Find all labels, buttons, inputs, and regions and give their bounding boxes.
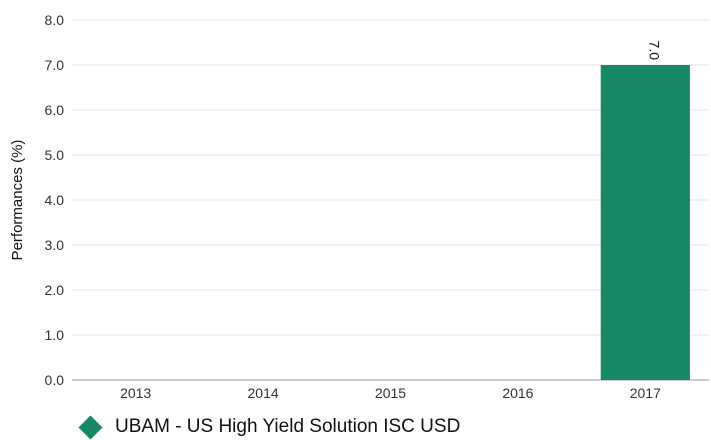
legend-label: UBAM - US High Yield Solution ISC USD [115, 416, 461, 437]
data-labels: 7.0 [646, 41, 662, 61]
x-tick-label: 2013 [120, 385, 151, 401]
y-tick-label: 7.0 [45, 57, 65, 73]
grid-lines [72, 19, 709, 336]
x-tick-label: 2017 [630, 385, 661, 401]
data-label-2017: 7.0 [646, 41, 662, 61]
y-tick-label: 2.0 [45, 282, 65, 298]
y-tick-label: 1.0 [45, 327, 65, 343]
x-axis: 2013 2014 2015 2016 2017 [72, 379, 709, 401]
x-tick-label: 2015 [375, 385, 406, 401]
y-tick-label: 6.0 [45, 102, 65, 118]
x-tick-label: 2014 [248, 385, 279, 401]
y-tick-label: 4.0 [45, 192, 65, 208]
bar-2017 [600, 65, 690, 380]
bar-series [600, 65, 690, 380]
y-tick-label: 0.0 [45, 372, 65, 388]
legend-diamond-icon [78, 414, 103, 440]
performance-bar-chart: 0.0 1.0 2.0 3.0 4.0 5.0 6.0 7.0 8.0 2013 2014 2015… [9, 12, 709, 401]
y-tick-label: 5.0 [45, 147, 65, 163]
legend[interactable]: UBAM - US High Yield Solution ISC USD [78, 414, 460, 440]
x-tick-label: 2016 [502, 385, 533, 401]
y-axis: 0.0 1.0 2.0 3.0 4.0 5.0 6.0 7.0 8.0 [45, 12, 65, 388]
y-axis-title: Performances (%) [9, 140, 26, 261]
y-tick-label: 8.0 [45, 12, 65, 28]
y-tick-label: 3.0 [45, 237, 65, 253]
